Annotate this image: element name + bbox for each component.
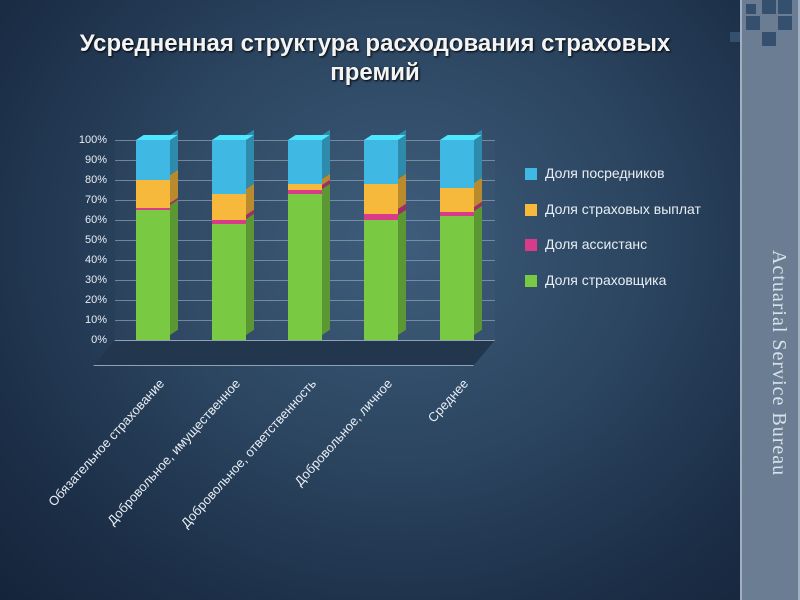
- bar-segment-assistance: [440, 212, 474, 216]
- bars-layer: [115, 140, 495, 340]
- legend-label: Доля страховых выплат: [545, 201, 701, 219]
- legend-swatch: [525, 168, 537, 180]
- x-label: Добровольное, ответственность: [175, 376, 320, 535]
- y-tick: 20%: [85, 294, 107, 306]
- bar-segment-intermediaries: [288, 140, 322, 184]
- y-tick: 40%: [85, 254, 107, 266]
- legend-swatch: [525, 204, 537, 216]
- legend-label: Доля посредников: [545, 165, 665, 183]
- legend-item: Доля страховщика: [525, 272, 725, 290]
- x-label: Среднее: [327, 376, 472, 535]
- bar-segment-intermediaries: [440, 140, 474, 188]
- bar-segment-insurer: [440, 216, 474, 340]
- legend-item: Доля посредников: [525, 165, 725, 183]
- bar-segment-intermediaries: [136, 140, 170, 180]
- legend: Доля посредников Доля страховых выплат Дол…: [525, 165, 725, 307]
- legend-swatch: [525, 275, 537, 287]
- bar-segment-assistance: [212, 220, 246, 224]
- y-tick: 10%: [85, 314, 107, 326]
- bar-segment-intermediaries: [212, 140, 246, 194]
- legend-swatch: [525, 239, 537, 251]
- x-label: Обязательное страхование: [23, 376, 168, 535]
- bar-segment-assistance: [364, 214, 398, 220]
- legend-item: Доля страховых выплат: [525, 201, 725, 219]
- y-tick: 90%: [85, 154, 107, 166]
- slide: Actuarial Service Bureau Усредненная стр…: [0, 0, 800, 600]
- bar-segment-insurer: [364, 220, 398, 340]
- y-tick: 100%: [79, 134, 107, 146]
- bar-segment-payouts: [288, 184, 322, 190]
- y-tick: 70%: [85, 194, 107, 206]
- x-label: Добровольное, имущественное: [99, 376, 244, 535]
- bar-segment-payouts: [364, 184, 398, 214]
- plot-area: [115, 140, 495, 340]
- floor-3d: [93, 340, 495, 366]
- y-tick: 50%: [85, 234, 107, 246]
- bar-segment-payouts: [440, 188, 474, 212]
- bar-segment-payouts: [136, 180, 170, 208]
- bar-segment-assistance: [136, 208, 170, 210]
- y-tick: 30%: [85, 274, 107, 286]
- bar-segment-insurer: [136, 210, 170, 340]
- side-label: Actuarial Service Bureau: [750, 250, 790, 590]
- x-label: Добровольное, личное: [251, 376, 396, 535]
- bar-segment-assistance: [288, 190, 322, 194]
- legend-label: Доля ассистанс: [545, 236, 647, 254]
- y-tick: 0%: [91, 334, 107, 346]
- corner-decoration: [706, 0, 796, 60]
- legend-item: Доля ассистанс: [525, 236, 725, 254]
- chart: 0%10%20%30%40%50%60%70%80%90%100% Обязат…: [55, 140, 735, 560]
- y-tick: 80%: [85, 174, 107, 186]
- bar-segment-insurer: [212, 224, 246, 340]
- slide-title: Усредненная структура расходования страх…: [40, 30, 710, 88]
- y-tick: 60%: [85, 214, 107, 226]
- bar-segment-payouts: [212, 194, 246, 220]
- y-axis: 0%10%20%30%40%50%60%70%80%90%100%: [55, 140, 115, 350]
- bar-segment-insurer: [288, 194, 322, 340]
- bar-segment-intermediaries: [364, 140, 398, 184]
- legend-label: Доля страховщика: [545, 272, 666, 290]
- x-axis: Обязательное страхованиеДобровольное, им…: [115, 370, 515, 550]
